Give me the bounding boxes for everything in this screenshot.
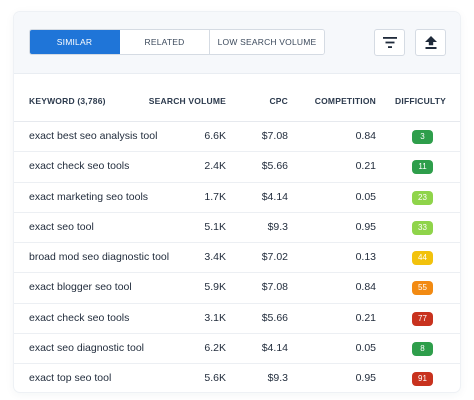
table-row[interactable]: exact seo diagnostic tool 6.2K $4.14 0.05 8	[14, 334, 460, 365]
tab-similar[interactable]: SIMILAR	[30, 30, 120, 54]
tab-related[interactable]: RELATED	[120, 30, 210, 54]
keyword-cell: exact seo tool	[29, 220, 94, 233]
table-row[interactable]: exact blogger seo tool 5.9K $7.08 0.84 55	[14, 273, 460, 304]
search-volume-cell: 6.2K	[204, 342, 226, 355]
competition-cell: 0.21	[355, 160, 376, 173]
cpc-cell: $4.14	[261, 190, 288, 203]
table-row[interactable]: exact top seo tool 5.6K $9.3 0.95 91	[14, 364, 460, 392]
difficulty-badge: 44	[412, 251, 433, 266]
cpc-cell: $5.66	[261, 311, 288, 324]
upload-arrow-icon	[424, 36, 437, 49]
filter-lines-icon	[382, 37, 397, 48]
competition-cell: 0.21	[355, 311, 376, 324]
keyword-cell: exact check seo tools	[29, 160, 130, 173]
header-search-volume[interactable]: SEARCH VOLUME	[148, 96, 226, 106]
keyword-cell: exact seo diagnostic tool	[29, 342, 144, 355]
cpc-cell: $7.08	[261, 281, 288, 294]
competition-cell: 0.95	[355, 372, 376, 385]
header-cpc[interactable]: CPC	[269, 96, 288, 106]
difficulty-badge: 23	[412, 190, 433, 205]
search-volume-cell: 5.9K	[204, 281, 226, 294]
search-volume-cell: 1.7K	[204, 190, 226, 203]
tab-low-search-volume[interactable]: LOW SEARCH VOLUME	[210, 30, 324, 54]
table-row[interactable]: exact marketing seo tools 1.7K $4.14 0.05 23	[14, 183, 460, 213]
search-volume-cell: 2.4K	[204, 160, 226, 173]
search-volume-cell: 5.6K	[204, 372, 226, 385]
keyword-cell: broad mod seo diagnostic tool	[29, 251, 170, 264]
keyword-cell: exact top seo tool	[29, 372, 112, 385]
header-difficulty[interactable]: DIFFICULTY	[395, 96, 446, 106]
table-row[interactable]: broad mod seo diagnostic tool 3.4K $7.02 0.…	[14, 243, 460, 274]
competition-cell: 0.95	[355, 220, 376, 233]
table-header: KEYWORD (3,786) SEARCH VOLUME CPC COMPET…	[14, 74, 460, 122]
table-row[interactable]: exact best seo analysis tool 6.6K $7.08 0.8…	[14, 122, 460, 153]
header-competition[interactable]: COMPETITION	[314, 96, 376, 106]
difficulty-badge: 11	[412, 160, 433, 175]
keyword-cell: exact best seo analysis tool	[29, 130, 158, 142]
difficulty-badge: 91	[412, 372, 433, 387]
difficulty-badge: 55	[412, 281, 433, 296]
header-keyword[interactable]: KEYWORD (3,786)	[29, 96, 106, 106]
table-row[interactable]: exact check seo tools 3.1K $5.66 0.21 77	[14, 304, 460, 335]
cpc-cell: $7.08	[261, 130, 288, 142]
cpc-cell: $5.66	[261, 160, 288, 173]
table-body: exact best seo analysis tool 6.6K $7.08 0.8…	[14, 122, 460, 392]
search-volume-cell: 5.1K	[204, 220, 226, 233]
difficulty-badge: 77	[412, 311, 433, 326]
difficulty-badge: 8	[412, 342, 433, 357]
competition-cell: 0.13	[355, 251, 376, 264]
filter-button[interactable]	[374, 29, 405, 56]
difficulty-badge: 3	[412, 130, 433, 144]
search-volume-cell: 3.1K	[204, 311, 226, 324]
search-volume-cell: 3.4K	[204, 251, 226, 264]
difficulty-badge: 33	[412, 220, 433, 235]
keyword-cell: exact check seo tools	[29, 311, 130, 324]
keyword-research-panel: SIMILAR RELATED LOW SEARCH VOLUME KEYWOR…	[14, 12, 460, 392]
keyword-cell: exact marketing seo tools	[29, 190, 149, 203]
table-row[interactable]: exact seo tool 5.1K $9.3 0.95 33	[14, 213, 460, 244]
competition-cell: 0.05	[355, 190, 376, 203]
toolbar: SIMILAR RELATED LOW SEARCH VOLUME	[14, 12, 460, 74]
competition-cell: 0.84	[355, 281, 376, 294]
cpc-cell: $4.14	[261, 342, 288, 355]
competition-cell: 0.05	[355, 342, 376, 355]
competition-cell: 0.84	[355, 130, 376, 142]
search-volume-cell: 6.6K	[204, 130, 226, 142]
cpc-cell: $7.02	[261, 251, 288, 264]
cpc-cell: $9.3	[267, 220, 288, 233]
cpc-cell: $9.3	[267, 372, 288, 385]
tab-group: SIMILAR RELATED LOW SEARCH VOLUME	[29, 29, 325, 55]
export-button[interactable]	[415, 29, 446, 56]
table-row[interactable]: exact check seo tools 2.4K $5.66 0.21 11	[14, 152, 460, 183]
keyword-cell: exact blogger seo tool	[29, 281, 132, 294]
